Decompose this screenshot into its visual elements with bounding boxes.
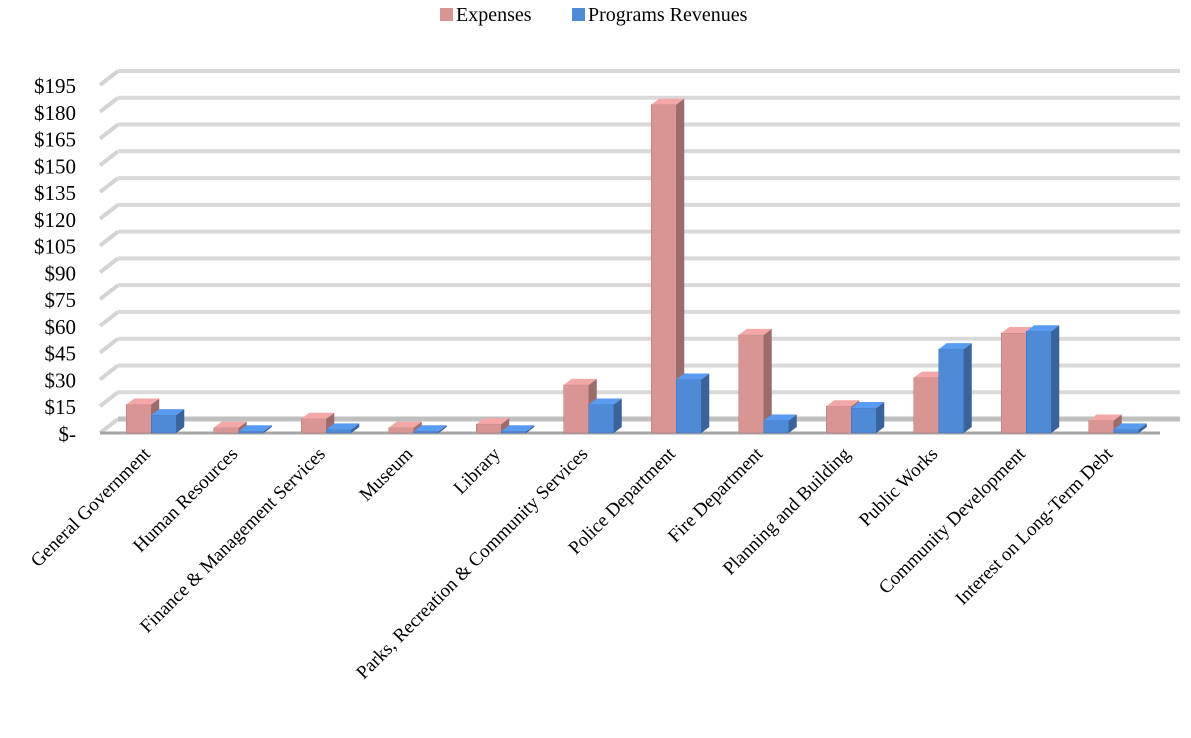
bar-expenses-library (476, 418, 510, 434)
bar-programs-revenues-general-government (151, 409, 185, 434)
y-tick-label: $75 (45, 288, 77, 312)
gridline-depth (98, 149, 120, 167)
y-tick-label: $195 (34, 74, 76, 98)
bar-programs-revenues-fire-department (763, 414, 797, 434)
gridline-depth (98, 69, 120, 87)
y-tick-label: $45 (45, 342, 77, 366)
bar-programs-revenues-human-resources (238, 425, 272, 434)
category-label-finance-management-services: Finance & Management Services (136, 444, 330, 638)
bar-programs-revenues-planning-and-building (851, 402, 885, 434)
gridline-depth (98, 417, 120, 435)
bar-programs-revenues-interest-on-long-term-debt (1113, 423, 1147, 434)
gridline-depth (98, 230, 120, 248)
bar-expenses-police-department (651, 98, 685, 434)
bar-programs-revenues-parks-recreation-community-services (588, 398, 622, 434)
gridline-depth (98, 363, 120, 382)
gridline-depth (98, 390, 120, 408)
y-tick-label: $- (59, 422, 77, 446)
bar-expenses-finance-management-services (301, 412, 335, 434)
y-tick-label: $90 (45, 261, 77, 285)
y-tick-label: $60 (45, 315, 77, 339)
bar-expenses-planning-and-building (826, 400, 860, 434)
legend-swatch-expenses (440, 8, 453, 21)
bar-programs-revenues-police-department (676, 373, 710, 434)
bar-programs-revenues-finance-management-services (326, 423, 360, 434)
category-label-interest-on-long-term-debt: Interest on Long-Term Debt (952, 443, 1118, 609)
bar-programs-revenues-community-development (1026, 325, 1060, 434)
legend: Expenses Programs Revenues (440, 4, 748, 26)
bar-expenses-interest-on-long-term-debt (1088, 414, 1122, 434)
gridline-depth (98, 256, 120, 274)
y-tick-label: $180 (34, 101, 76, 125)
category-label-general-government: General Government (27, 443, 155, 571)
y-tick-label: $30 (45, 368, 77, 392)
gridline-depth (98, 337, 120, 355)
legend-swatch-programs-revenues (572, 8, 585, 21)
bar-programs-revenues-library (501, 425, 535, 434)
gridline-depth (98, 96, 120, 114)
bar-programs-revenues-museum (413, 425, 447, 434)
category-label-community-development: Community Development (875, 443, 1030, 598)
legend-label-programs-revenues: Programs Revenues (588, 4, 748, 26)
bar-expenses-human-resources (213, 421, 247, 434)
bars (126, 98, 1147, 434)
gridline-depth (98, 283, 120, 301)
category-label-public-works: Public Works (855, 444, 942, 531)
category-label-museum: Museum (355, 444, 417, 506)
bar-programs-revenues-public-works (938, 343, 972, 434)
y-axis-tick-labels: $- $15 $30$45 $60 $75 $90$105 $120 $135 $150$165… (34, 74, 76, 446)
gridlines (98, 69, 1180, 435)
gridline-depth (98, 122, 120, 141)
bar-expenses-parks-recreation-community-services (563, 378, 597, 434)
gridline-depth (98, 176, 120, 194)
gridline-depth (98, 203, 120, 221)
y-tick-label: $150 (34, 154, 76, 178)
y-tick-label: $120 (34, 208, 76, 232)
y-tick-label: $105 (34, 235, 76, 259)
y-tick-label: $15 (45, 395, 77, 419)
bar-expenses-fire-department (738, 328, 772, 434)
gridline-depth (98, 310, 120, 328)
legend-label-expenses: Expenses (456, 4, 532, 26)
y-tick-label: $165 (34, 128, 76, 152)
y-tick-label: $135 (34, 181, 76, 205)
category-label-library: Library (450, 443, 505, 498)
